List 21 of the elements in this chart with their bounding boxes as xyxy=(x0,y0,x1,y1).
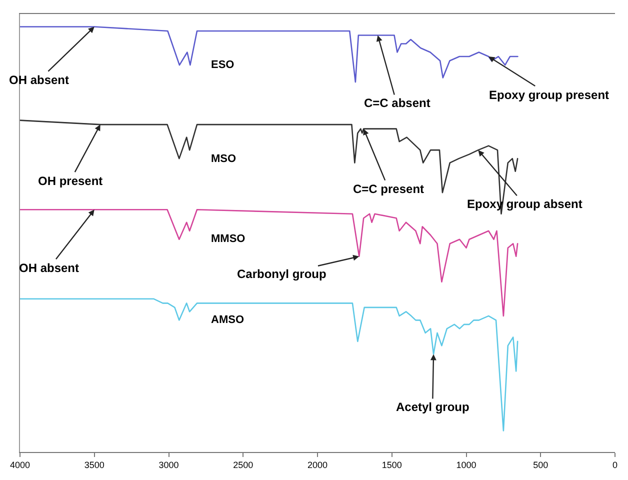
series-label: ESO xyxy=(211,59,235,71)
annotation: C=C absent xyxy=(364,96,430,110)
x-tick-label: 2000 xyxy=(307,460,328,470)
x-tick-label: 1000 xyxy=(456,460,476,470)
x-tick-label: 3000 xyxy=(158,460,179,470)
annotation: Carbonyl group xyxy=(237,267,326,281)
annotation: C=C present xyxy=(353,182,424,196)
series-label: MSO xyxy=(211,153,236,165)
annotation: OH absent xyxy=(9,73,70,87)
x-tick-label: 3500 xyxy=(84,460,104,470)
x-tick-label: 4000 xyxy=(10,460,30,470)
x-tick-label: 2500 xyxy=(233,460,254,470)
series-label: AMSO xyxy=(211,314,244,326)
x-tick-label: 0 xyxy=(612,460,618,470)
x-tick-label: 1500 xyxy=(382,460,402,470)
annotation: OH present xyxy=(38,174,103,188)
annotation: Acetyl group xyxy=(396,400,470,414)
series-label: MMSO xyxy=(211,233,246,245)
x-tick-label: 500 xyxy=(533,460,548,470)
annotation: Epoxy group present xyxy=(489,88,610,102)
annotation: OH absent xyxy=(19,261,80,275)
